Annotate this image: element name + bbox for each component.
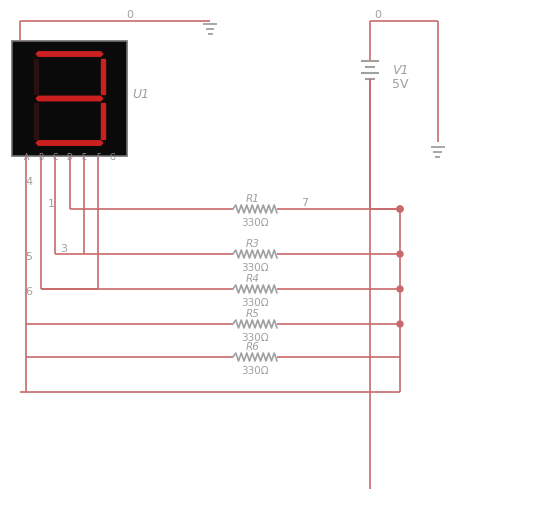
Text: C: C: [52, 153, 58, 162]
Text: D: D: [66, 153, 72, 162]
Text: 330Ω: 330Ω: [241, 217, 269, 228]
Text: E: E: [81, 153, 86, 162]
Text: A: A: [24, 153, 29, 162]
Text: F: F: [96, 153, 101, 162]
Text: 330Ω: 330Ω: [241, 332, 269, 343]
Text: 5V: 5V: [392, 77, 408, 90]
Text: G: G: [110, 153, 116, 162]
Bar: [12, 42, 127, 157]
Polygon shape: [34, 104, 39, 139]
Polygon shape: [101, 104, 105, 139]
Polygon shape: [36, 97, 103, 102]
Text: R4: R4: [246, 273, 260, 284]
Circle shape: [397, 207, 403, 213]
Text: R1: R1: [246, 193, 260, 204]
Text: 6: 6: [25, 287, 32, 296]
Polygon shape: [36, 142, 103, 146]
Circle shape: [397, 207, 403, 213]
Text: 5: 5: [25, 251, 32, 262]
Text: 330Ω: 330Ω: [241, 297, 269, 307]
Text: R5: R5: [246, 308, 260, 318]
Text: B: B: [38, 153, 43, 162]
Text: 3: 3: [60, 243, 67, 253]
Polygon shape: [34, 60, 39, 95]
Text: R3: R3: [246, 239, 260, 248]
Text: 0: 0: [374, 10, 381, 20]
Circle shape: [397, 251, 403, 258]
Text: 7: 7: [301, 197, 309, 208]
Polygon shape: [36, 52, 103, 57]
Text: R6: R6: [246, 342, 260, 351]
Text: U1: U1: [133, 88, 150, 101]
Text: 4: 4: [25, 177, 32, 187]
Circle shape: [397, 321, 403, 327]
Text: V1: V1: [392, 64, 408, 76]
Text: 330Ω: 330Ω: [241, 365, 269, 375]
Circle shape: [397, 287, 403, 293]
Text: 0: 0: [126, 10, 134, 20]
Text: 1: 1: [48, 199, 55, 209]
Text: 330Ω: 330Ω: [241, 263, 269, 272]
Polygon shape: [101, 60, 105, 95]
